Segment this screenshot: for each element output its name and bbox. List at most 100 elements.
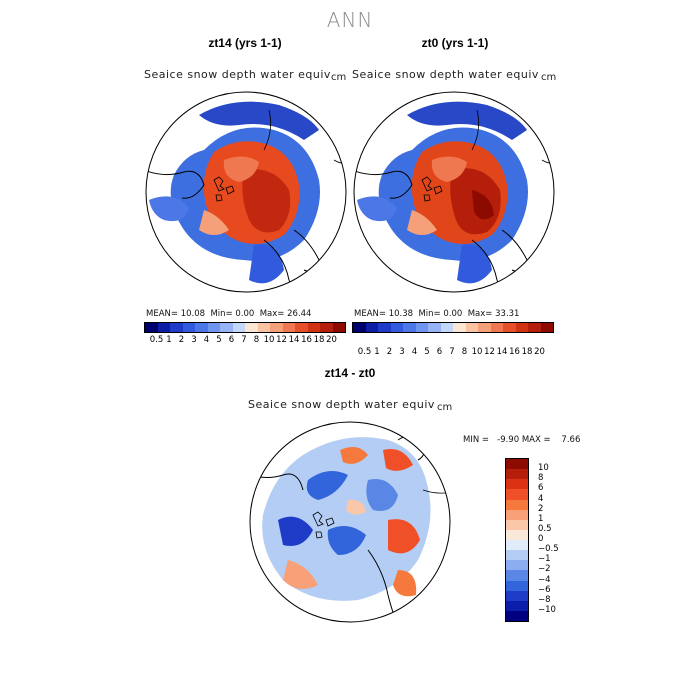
colorbar-swatch [490, 323, 503, 332]
colorbar-tick-label: 4 [538, 493, 544, 504]
colorbar-tick-label: 5 [424, 347, 430, 357]
colorbar-tick-label: 14 [288, 335, 300, 345]
colorbar-tick-label: 0.5 [149, 335, 164, 345]
colorbar-tick-label: 7 [449, 347, 455, 357]
diff-title: zt14 - zt0 [324, 366, 376, 380]
diff-variable: Seaice snow depth water equiv [248, 398, 435, 411]
colorbar-tick-label: 4 [203, 335, 210, 345]
colorbar-tick-label: −2 [538, 564, 551, 575]
colorbar-swatch [365, 323, 378, 332]
panel1-title: zt14 (yrs 1-1) [208, 36, 282, 50]
colorbar-swatch [465, 323, 478, 332]
colorbar-swatch [403, 323, 416, 332]
colorbar-tick-label: 20 [534, 347, 545, 357]
colorbar-tick-label: 0.5 [357, 347, 372, 357]
colorbar-tick-label: 8 [538, 473, 544, 484]
colorbar-tick-label: 16 [509, 347, 520, 357]
panel2-title: zt0 (yrs 1-1) [421, 36, 489, 50]
colorbar-tick-label: 6 [538, 483, 544, 494]
colorbar-tick-label: −4 [538, 574, 551, 585]
colorbar-swatch [540, 323, 553, 332]
colorbar-swatch [320, 323, 333, 332]
colorbar-swatch [145, 323, 158, 332]
colorbar-tick-label: 2 [538, 503, 544, 514]
panel1-colorbar-labels: 0.5 1 2 3 4 5 6 7 8 10 12 14 16 18 20 [144, 335, 344, 347]
colorbar-swatch [257, 323, 270, 332]
colorbar-tick-label: 5 [216, 335, 222, 345]
colorbar-swatch [506, 580, 528, 591]
panel1-units: cm [331, 72, 347, 83]
colorbar-swatch [170, 323, 183, 332]
colorbar-tick-label: −10 [538, 604, 556, 615]
panel2-colorbar-labels: 0.5 1 2 3 4 5 6 7 8 10 12 14 16 18 20 [352, 347, 552, 359]
colorbar-tick-label: 2 [178, 335, 185, 345]
colorbar-swatch [390, 323, 403, 332]
colorbar-tick-label: 2 [386, 347, 393, 357]
colorbar-tick-label: 12 [276, 335, 287, 345]
colorbar-swatch [207, 323, 220, 332]
colorbar-swatch [440, 323, 453, 332]
colorbar-swatch [506, 529, 528, 540]
panel1-polar-map [145, 91, 347, 293]
colorbar-swatch [282, 323, 295, 332]
panel1-variable: Seaice snow depth water equiv [144, 68, 331, 81]
colorbar-tick-label: 7 [241, 335, 247, 345]
colorbar-swatch [506, 550, 528, 561]
colorbar-tick-label: 1 [166, 335, 172, 345]
colorbar-swatch [245, 323, 258, 332]
colorbar-swatch [270, 323, 283, 332]
colorbar-tick-label: 10 [263, 335, 275, 345]
colorbar-tick-label: 18 [521, 347, 533, 357]
colorbar-tick-label: −8 [538, 594, 551, 605]
colorbar-swatch [182, 323, 195, 332]
panel2-units: cm [541, 72, 557, 83]
figure-title: ANN [326, 8, 374, 32]
diff-colorbar-labels: 10 8 6 4 2 1 0.5 0 −0.5 −1 −2 −4 −6 −8 −10 [538, 458, 578, 620]
colorbar-swatch [506, 459, 528, 470]
colorbar-swatch [232, 323, 245, 332]
colorbar-swatch [353, 323, 366, 332]
colorbar-swatch [515, 323, 528, 332]
colorbar-swatch [378, 323, 391, 332]
colorbar-tick-label: 0 [538, 534, 544, 544]
colorbar-tick-label: 20 [326, 335, 337, 345]
colorbar-tick-label: 16 [301, 335, 312, 345]
diff-units: cm [437, 402, 453, 413]
colorbar-swatch [453, 323, 466, 332]
colorbar-swatch [506, 610, 528, 621]
colorbar-swatch [528, 323, 541, 332]
colorbar-tick-label: 3 [191, 335, 197, 345]
colorbar-swatch [157, 323, 170, 332]
colorbar-tick-label: 8 [461, 347, 468, 357]
colorbar-swatch [506, 540, 528, 551]
colorbar-swatch [506, 560, 528, 571]
colorbar-tick-label: 6 [436, 347, 443, 357]
colorbar-swatch [415, 323, 428, 332]
colorbar-tick-label: 1 [374, 347, 380, 357]
panel1-colorbar [144, 322, 346, 333]
diff-polar-map [249, 421, 451, 623]
panel1-stats: MEAN= 10.08 Min= 0.00 Max= 26.44 [146, 309, 312, 319]
colorbar-tick-label: 10 [471, 347, 483, 357]
colorbar-swatch [506, 469, 528, 480]
colorbar-tick-label: 14 [496, 347, 508, 357]
colorbar-tick-label: 10 [538, 463, 549, 474]
colorbar-tick-label: 6 [228, 335, 235, 345]
colorbar-tick-label: 1 [538, 513, 544, 524]
colorbar-tick-label: 3 [399, 347, 405, 357]
colorbar-swatch [506, 570, 528, 581]
colorbar-swatch [428, 323, 441, 332]
panel2-polar-map [353, 91, 555, 293]
colorbar-tick-label: 18 [313, 335, 325, 345]
panel2-colorbar [352, 322, 554, 333]
colorbar-swatch [506, 489, 528, 500]
diff-colorbar [505, 458, 529, 622]
colorbar-swatch [307, 323, 320, 332]
colorbar-tick-label: −1 [538, 554, 551, 565]
colorbar-swatch [195, 323, 208, 332]
colorbar-swatch [503, 323, 516, 332]
colorbar-tick-label: 8 [253, 335, 260, 345]
colorbar-swatch [295, 323, 308, 332]
colorbar-tick-label: −0.5 [538, 544, 559, 555]
colorbar-tick-label: −6 [538, 584, 551, 595]
